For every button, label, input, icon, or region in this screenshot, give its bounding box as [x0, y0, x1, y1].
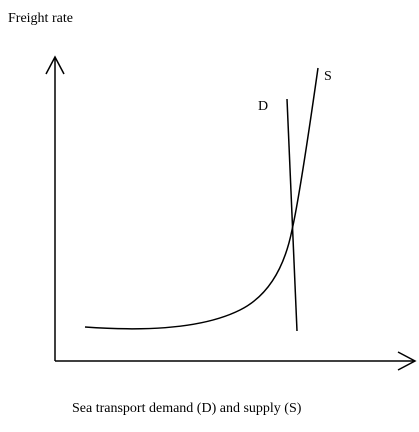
- supply-label: S: [324, 69, 332, 84]
- supply-curve: [84, 67, 319, 330]
- demand-curve: [286, 98, 298, 332]
- y-axis-label: Freight rate: [8, 11, 73, 26]
- y-axis-arrow: [45, 55, 65, 75]
- x-axis-label: Sea transport demand (D) and supply (S): [72, 401, 302, 416]
- demand-label: D: [258, 99, 268, 114]
- x-axis-arrow: [397, 351, 417, 371]
